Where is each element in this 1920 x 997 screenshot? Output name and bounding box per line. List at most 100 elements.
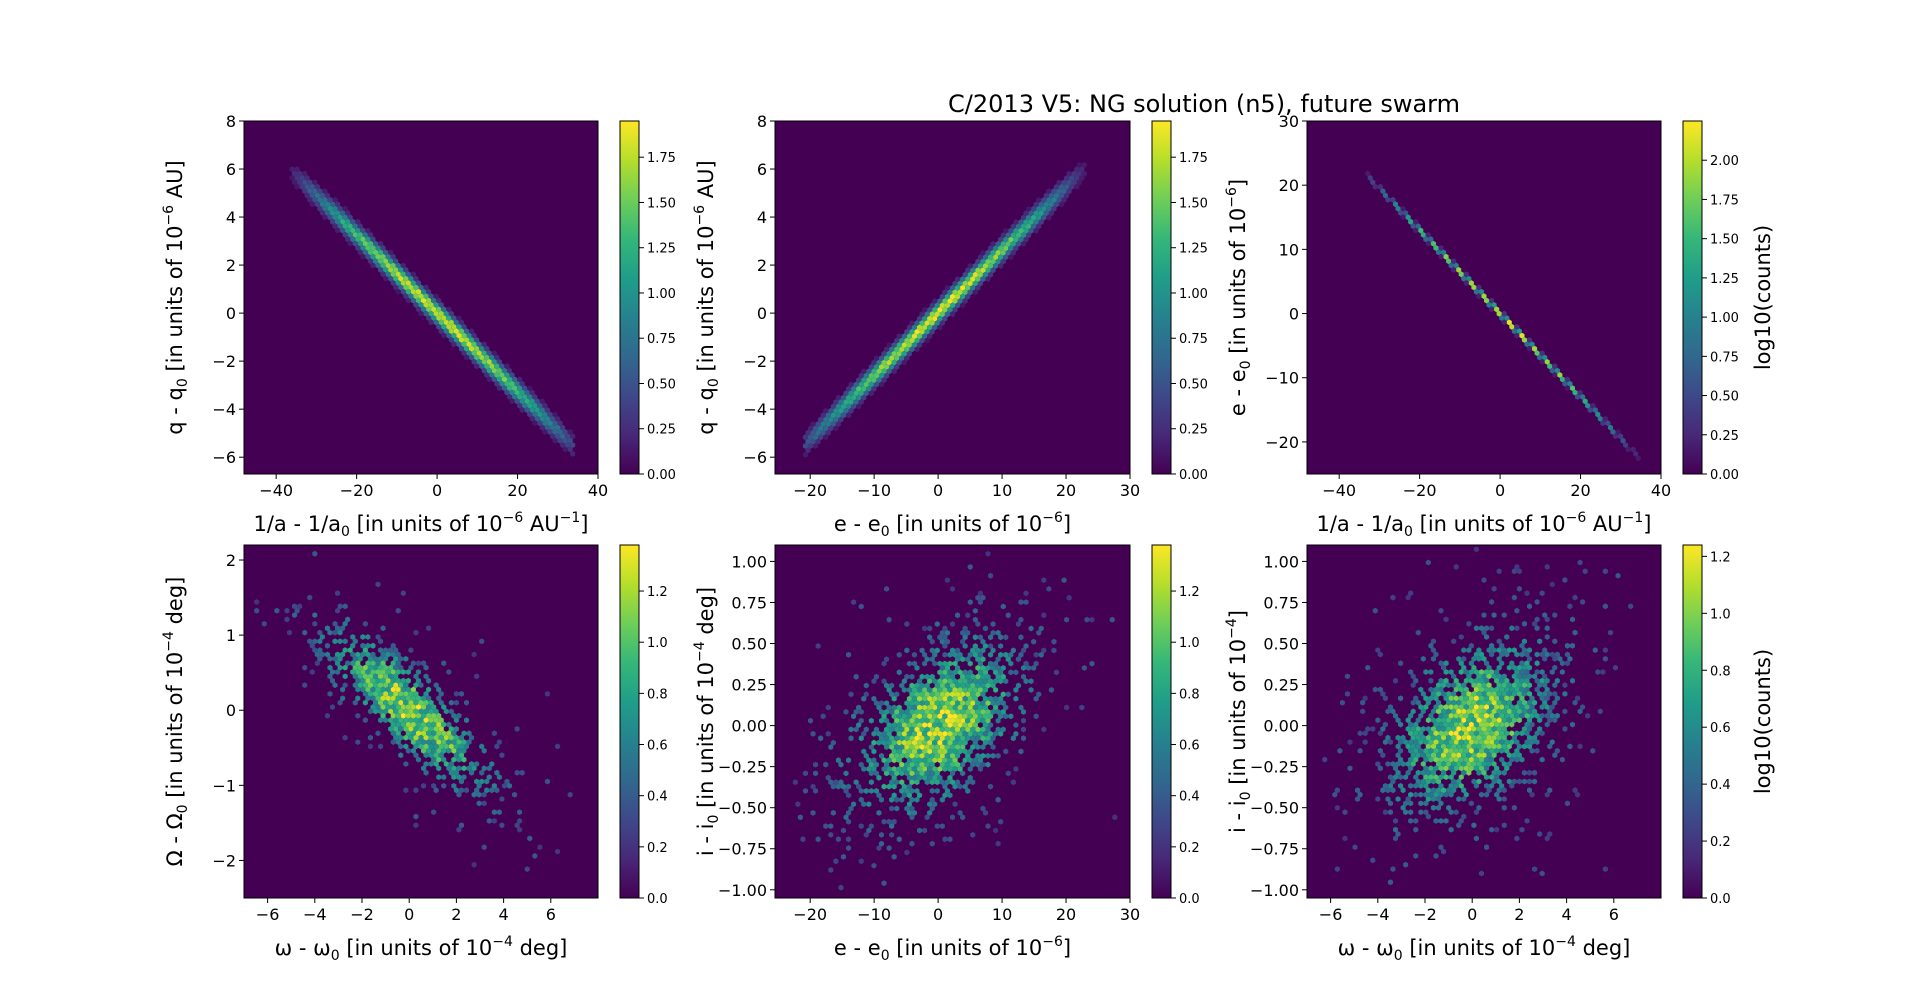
hex-cell <box>947 298 953 304</box>
hex-cell <box>1511 734 1517 741</box>
hex-cell <box>944 709 950 715</box>
hex-cell <box>947 289 953 296</box>
hex-cell <box>494 787 500 794</box>
hex-cell <box>1425 769 1431 776</box>
hex-cell <box>889 770 895 777</box>
hex-cell <box>1018 219 1024 225</box>
hex-cell <box>1567 603 1573 610</box>
hex-cell <box>1441 664 1447 671</box>
y-tick-label: 0.75 <box>1263 593 1299 612</box>
hex-cell <box>1448 809 1454 816</box>
hex-cell <box>385 704 391 710</box>
hex-cell <box>408 699 414 706</box>
hex-cell <box>426 739 432 745</box>
hex-cell <box>421 730 427 737</box>
hex-cell <box>982 713 988 720</box>
hex-cell <box>980 665 986 671</box>
hex-cell <box>524 866 530 872</box>
hex-cell <box>955 276 961 282</box>
hex-cell <box>1456 752 1462 759</box>
hex-cell <box>1466 708 1472 715</box>
hex-cell <box>1519 651 1525 658</box>
hex-cell <box>1496 682 1502 689</box>
hex-cell <box>362 232 368 238</box>
hex-cell <box>1074 184 1080 190</box>
hex-cell <box>302 179 308 186</box>
hex-cell <box>443 743 449 750</box>
colorbar-tick-label: 0.8 <box>1710 664 1731 679</box>
hex-cell <box>970 691 976 698</box>
hex-cell <box>388 673 394 680</box>
colorbar-tick-label: 1.0 <box>1710 607 1731 622</box>
hex-cell <box>433 708 439 715</box>
hex-cell <box>1033 219 1039 225</box>
hex-cell <box>810 783 816 790</box>
hex-cell <box>1635 455 1641 462</box>
hex-cell <box>1547 787 1553 794</box>
hex-cell <box>917 678 923 685</box>
hex-cell <box>904 770 910 777</box>
hex-cell <box>1534 730 1540 737</box>
hex-cell <box>1471 664 1477 671</box>
hex-cell <box>909 788 915 794</box>
hex-cell <box>1496 743 1502 750</box>
hex-cell <box>891 739 897 746</box>
hex-cell <box>889 796 895 803</box>
hex-cell <box>1527 682 1532 689</box>
hex-cell <box>1559 669 1565 675</box>
x-tick-label: −40 <box>1322 481 1356 500</box>
hex-cell <box>899 788 905 794</box>
hex-cell <box>929 311 935 318</box>
hex-cell <box>843 390 849 397</box>
hex-cell <box>1428 756 1434 763</box>
hex-cell <box>461 756 467 763</box>
hex-cell <box>820 429 826 436</box>
hex-cell <box>390 730 396 737</box>
hex-cell <box>428 734 434 741</box>
hex-cell <box>1342 809 1348 816</box>
hex-cell <box>820 412 826 419</box>
hex-cell <box>481 359 487 365</box>
hex-cell <box>441 730 447 737</box>
hex-cell <box>373 664 378 671</box>
hex-cell <box>1413 677 1419 684</box>
hex-cell <box>1504 677 1510 684</box>
hex-cell <box>476 350 482 356</box>
hex-cell <box>1491 708 1497 715</box>
hex-cell <box>998 643 1004 649</box>
hex-cell <box>542 429 548 435</box>
hex-cell <box>950 673 955 680</box>
hex-cell <box>914 726 920 733</box>
hex-cell <box>922 739 928 746</box>
hex-cell <box>977 263 983 269</box>
hex-cell <box>529 407 535 413</box>
hex-cell <box>1501 319 1507 326</box>
hex-cell <box>1461 717 1467 724</box>
hex-cell <box>1428 791 1434 798</box>
hex-cell <box>904 735 910 742</box>
hex-cell <box>443 319 449 326</box>
hex-cell <box>335 669 341 675</box>
x-tick-label: 30 <box>1120 905 1140 924</box>
hex-cell <box>1597 708 1603 715</box>
hex-cell <box>1489 599 1495 605</box>
hex-cell <box>962 298 968 304</box>
hex-cell <box>1544 721 1550 728</box>
hex-cell <box>1476 726 1482 732</box>
hex-cell <box>1539 669 1545 675</box>
hex-cell <box>1441 691 1447 697</box>
hex-cell <box>1463 721 1469 728</box>
hex-cell <box>924 770 930 777</box>
hex-cell <box>1023 678 1029 685</box>
hex-cell <box>866 766 872 772</box>
hex-cell <box>1468 730 1474 737</box>
hex-cell <box>1501 787 1507 794</box>
hex-cell <box>970 779 976 786</box>
hex-cell <box>922 324 928 331</box>
hex-cell <box>544 407 550 413</box>
hex-cell <box>927 306 933 313</box>
hex-cell <box>858 390 864 397</box>
hex-cell <box>448 699 454 706</box>
hex-cell <box>360 642 366 649</box>
hex-cell <box>1564 651 1570 658</box>
